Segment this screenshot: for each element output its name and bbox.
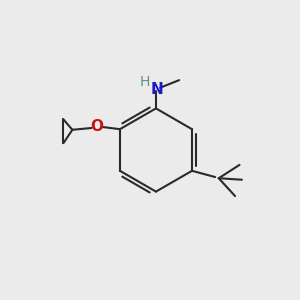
- Text: H: H: [140, 75, 150, 88]
- Text: N: N: [151, 82, 164, 97]
- Text: O: O: [90, 119, 103, 134]
